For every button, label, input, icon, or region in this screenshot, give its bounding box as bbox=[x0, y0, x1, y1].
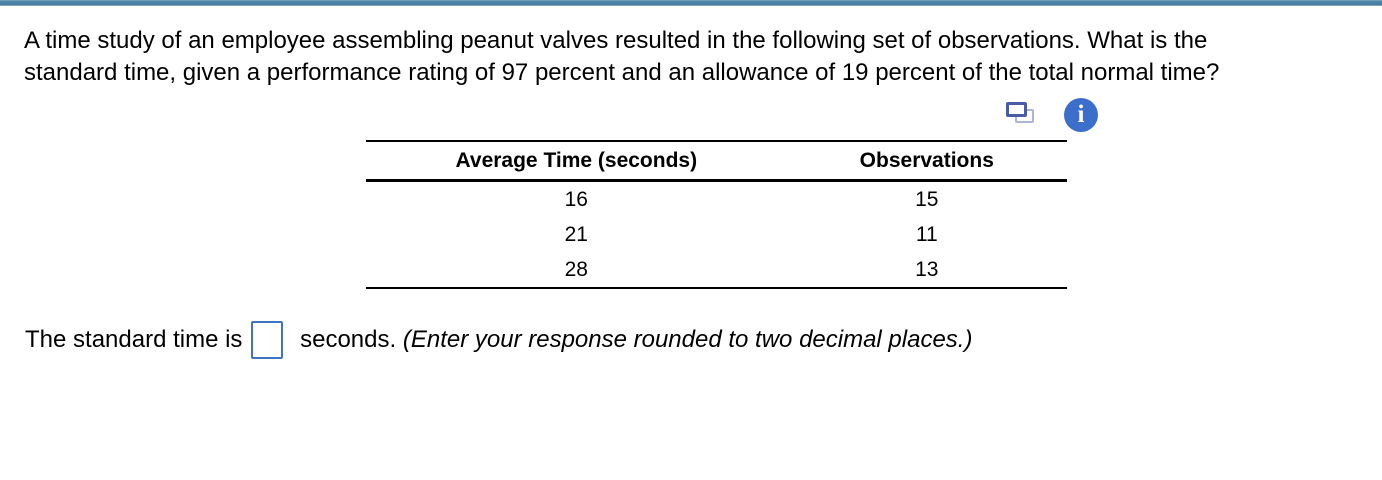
cell-observations: 13 bbox=[915, 257, 939, 281]
question-text: A time study of an employee assembling p… bbox=[24, 25, 1354, 89]
table-header-average-time: Average Time (seconds) bbox=[455, 149, 698, 172]
question-help-icons: i bbox=[1006, 96, 1098, 134]
copy-front-rect bbox=[1006, 101, 1027, 117]
table-row: 28 13 bbox=[366, 252, 1067, 287]
table-header-observations: Observations bbox=[859, 149, 994, 172]
top-border-bar bbox=[0, 0, 1382, 6]
cell-average-time: 28 bbox=[564, 257, 588, 281]
question-line-2: standard time, given a performance ratin… bbox=[24, 59, 1220, 86]
cell-average-time: 21 bbox=[564, 222, 588, 246]
cell-average-time: 16 bbox=[564, 187, 588, 211]
cell-observations: 11 bbox=[915, 222, 938, 246]
similar-question-icon[interactable] bbox=[1006, 101, 1038, 129]
question-line-1: A time study of an employee assembling p… bbox=[24, 27, 1208, 54]
answer-prefix: The standard time is bbox=[25, 326, 243, 353]
table-row: 21 11 bbox=[366, 217, 1067, 252]
answer-note: (Enter your response rounded to two deci… bbox=[402, 326, 973, 353]
table-row: 16 15 bbox=[366, 182, 1067, 217]
observations-table: Average Time (seconds) Observations 16 1… bbox=[366, 140, 1067, 289]
table-header-row: Average Time (seconds) Observations bbox=[366, 142, 1067, 182]
info-icon[interactable]: i bbox=[1064, 98, 1098, 132]
answer-suffix: seconds. bbox=[293, 326, 403, 353]
standard-time-input[interactable] bbox=[251, 321, 284, 359]
answer-sentence: The standard time is seconds. (Enter you… bbox=[25, 320, 972, 360]
cell-observations: 15 bbox=[915, 187, 939, 211]
